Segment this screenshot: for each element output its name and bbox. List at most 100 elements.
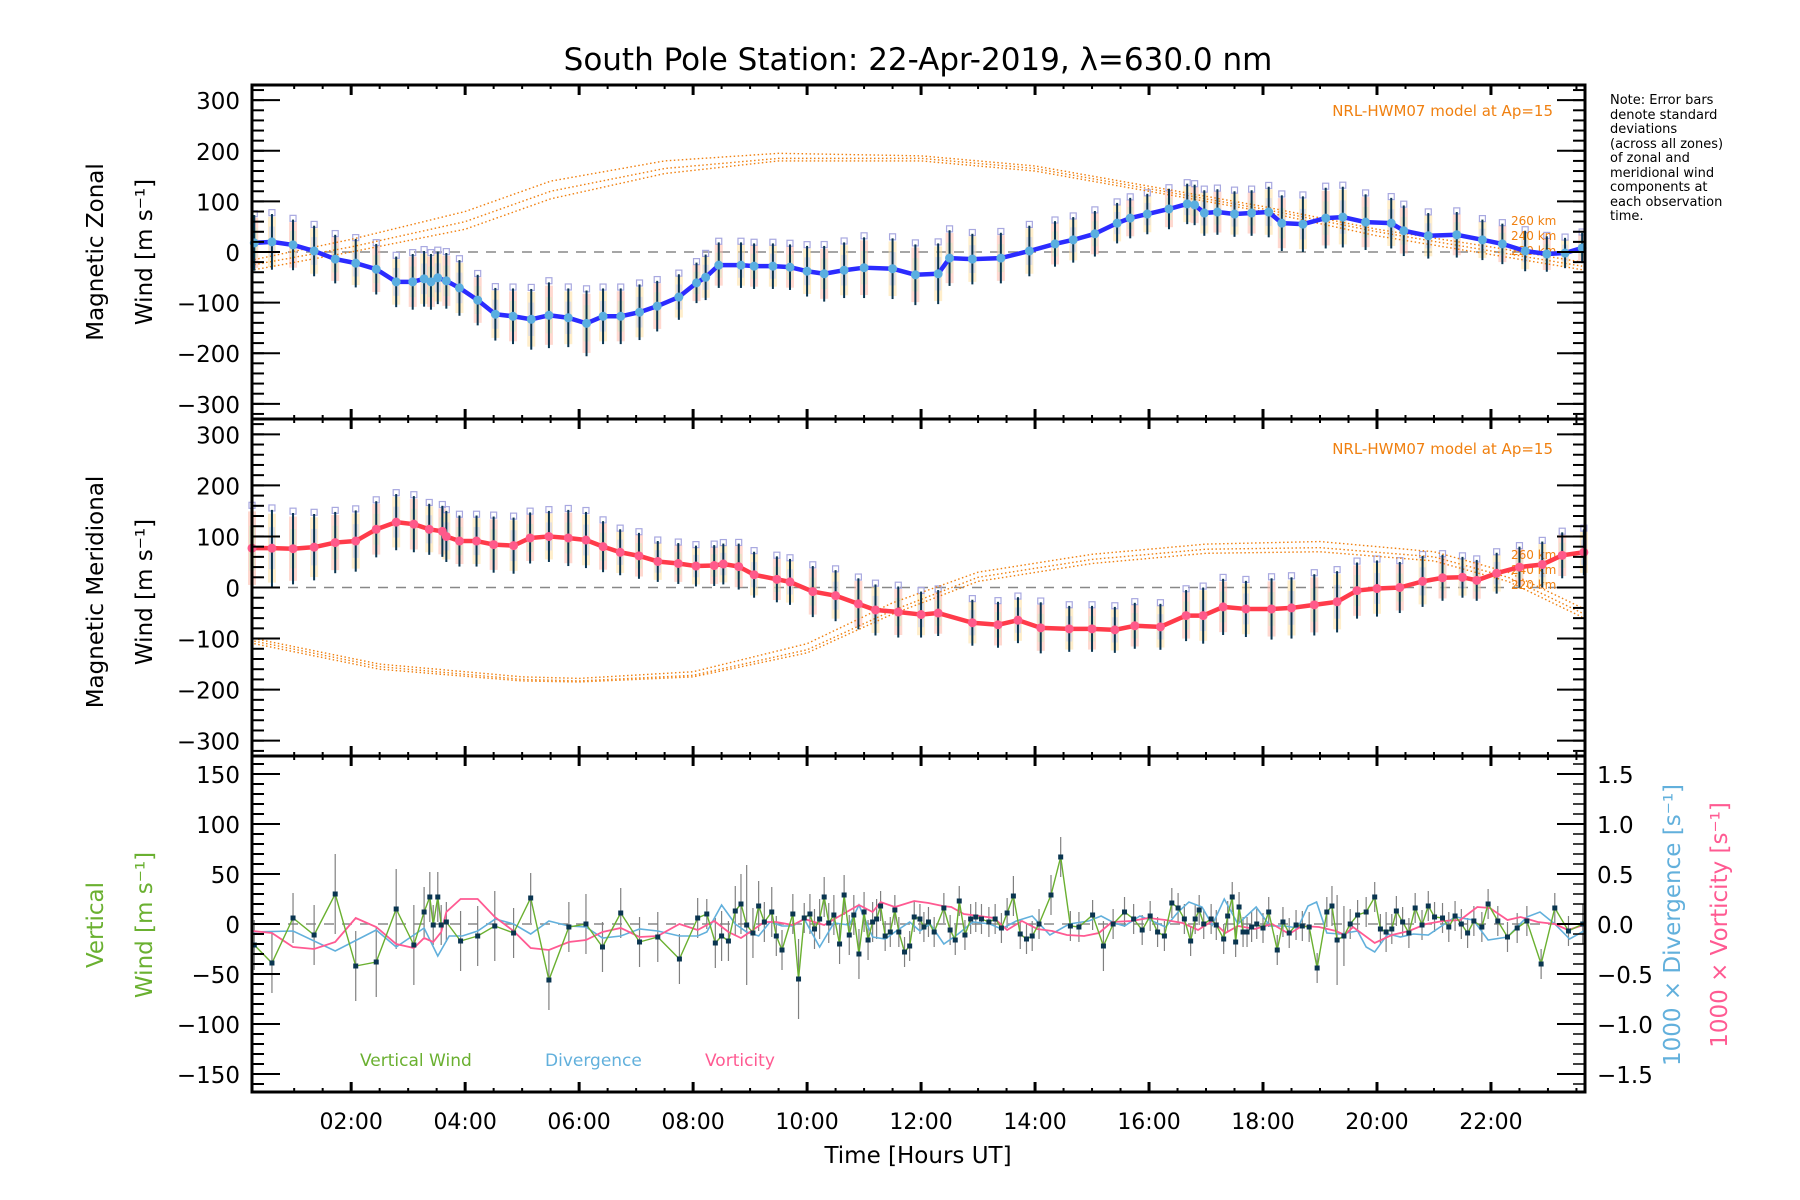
- data-point: [1131, 916, 1137, 922]
- y2-tick-label: 1.5: [1597, 763, 1634, 789]
- data-point: [454, 536, 464, 546]
- data-point: [311, 932, 317, 938]
- data-point: [719, 933, 725, 939]
- data-point: [1004, 910, 1010, 916]
- data-point: [525, 533, 535, 543]
- data-point: [1406, 930, 1412, 936]
- data-point: [807, 911, 813, 917]
- data-point: [907, 943, 913, 949]
- data-point: [992, 916, 998, 922]
- zonal-y-label-line2: Wind [m s⁻¹]: [132, 179, 158, 325]
- data-point: [441, 531, 451, 541]
- data-point: [1280, 919, 1286, 925]
- data-point: [1024, 246, 1034, 256]
- data-point: [1017, 931, 1023, 937]
- data-point: [472, 536, 482, 546]
- data-point: [1389, 926, 1395, 932]
- data-point: [492, 923, 498, 929]
- data-point: [1058, 854, 1064, 860]
- y-tick-label: −100: [177, 1013, 240, 1039]
- data-point: [393, 906, 399, 912]
- data-point: [583, 921, 589, 927]
- data-point: [1383, 929, 1389, 935]
- y-tick-label: −200: [177, 342, 240, 368]
- data-point: [443, 919, 449, 925]
- data-point: [749, 570, 759, 580]
- data-point: [1010, 893, 1016, 899]
- x-tick-label: 06:00: [547, 1110, 610, 1135]
- data-point: [1199, 208, 1209, 218]
- x-tick-label: 22:00: [1459, 1110, 1522, 1135]
- data-point: [1110, 921, 1116, 927]
- data-point: [673, 559, 683, 569]
- data-point: [893, 607, 903, 617]
- data-point: [796, 976, 802, 982]
- data-point: [1241, 604, 1251, 614]
- data-point: [1332, 597, 1342, 607]
- data-point: [1139, 927, 1145, 933]
- data-point: [973, 914, 979, 920]
- chart-title: South Pole Station: 22-Apr-2019, λ=630.0…: [564, 42, 1273, 78]
- x-tick-label: 04:00: [433, 1110, 496, 1135]
- data-point: [1130, 621, 1140, 631]
- data-point: [1249, 924, 1255, 930]
- x-tick-label: 18:00: [1231, 1110, 1294, 1135]
- vertical-wind-panel: Vertical Wind [m s⁻¹] 1000 × Divergence …: [83, 754, 1733, 1169]
- divergence-line: [251, 897, 1585, 958]
- data-point: [704, 911, 710, 917]
- data-point: [371, 524, 381, 534]
- data-point: [1110, 625, 1120, 635]
- data-point: [1221, 936, 1227, 942]
- data-point: [1175, 905, 1181, 911]
- data-point: [433, 273, 443, 283]
- data-point: [1495, 918, 1501, 924]
- data-point: [1372, 584, 1382, 594]
- altitude-label: 240 km: [1511, 229, 1556, 243]
- data-point: [773, 933, 779, 939]
- data-point: [635, 307, 645, 317]
- x-tick-label: 08:00: [661, 1110, 724, 1135]
- data-point: [1565, 928, 1571, 934]
- data-point: [718, 559, 728, 569]
- data-point: [749, 261, 759, 271]
- data-point: [563, 313, 573, 323]
- data-point: [968, 916, 974, 922]
- y2-tick-label: −0.5: [1597, 963, 1653, 989]
- data-point: [353, 963, 359, 969]
- vertical-y-label-line2: Wind [m s⁻¹]: [132, 852, 158, 998]
- data-point: [426, 277, 436, 287]
- model-curve-240km: [254, 546, 1583, 682]
- data-point: [785, 577, 795, 587]
- data-point: [489, 540, 499, 550]
- data-point: [1274, 947, 1280, 953]
- data-point: [902, 949, 908, 955]
- data-point: [508, 311, 518, 321]
- y2-tick-label: 0.5: [1597, 863, 1634, 889]
- data-point: [841, 892, 847, 898]
- y-tick-label: 50: [211, 863, 240, 889]
- data-point: [947, 927, 953, 933]
- data-point: [411, 942, 417, 948]
- data-point: [1181, 611, 1191, 621]
- data-point: [332, 891, 338, 897]
- data-point: [1050, 239, 1060, 249]
- data-point: [330, 538, 340, 548]
- data-point: [1225, 913, 1231, 919]
- data-point: [956, 898, 962, 904]
- meridional-y-axis-label: Magnetic Meridional Wind [m s⁻¹]: [83, 476, 158, 709]
- data-point: [779, 947, 785, 953]
- data-point: [1537, 560, 1547, 570]
- zonal-wind-panel: Magnetic Zonal Wind [m s⁻¹] NRL-HWM07 mo…: [83, 83, 1587, 421]
- data-point: [1361, 217, 1371, 227]
- data-point: [709, 561, 719, 571]
- model-curve-260km: [254, 540, 1583, 680]
- data-point: [430, 922, 436, 928]
- y2-tick-label: −1.5: [1597, 1063, 1653, 1089]
- data-point: [421, 909, 427, 915]
- data-point: [917, 916, 923, 922]
- data-point: [1198, 611, 1208, 621]
- data-point: [419, 274, 429, 284]
- data-point: [998, 925, 1004, 931]
- y-tick-label: −300: [177, 393, 240, 419]
- meridional-y-label-line1: Magnetic Meridional: [83, 476, 109, 709]
